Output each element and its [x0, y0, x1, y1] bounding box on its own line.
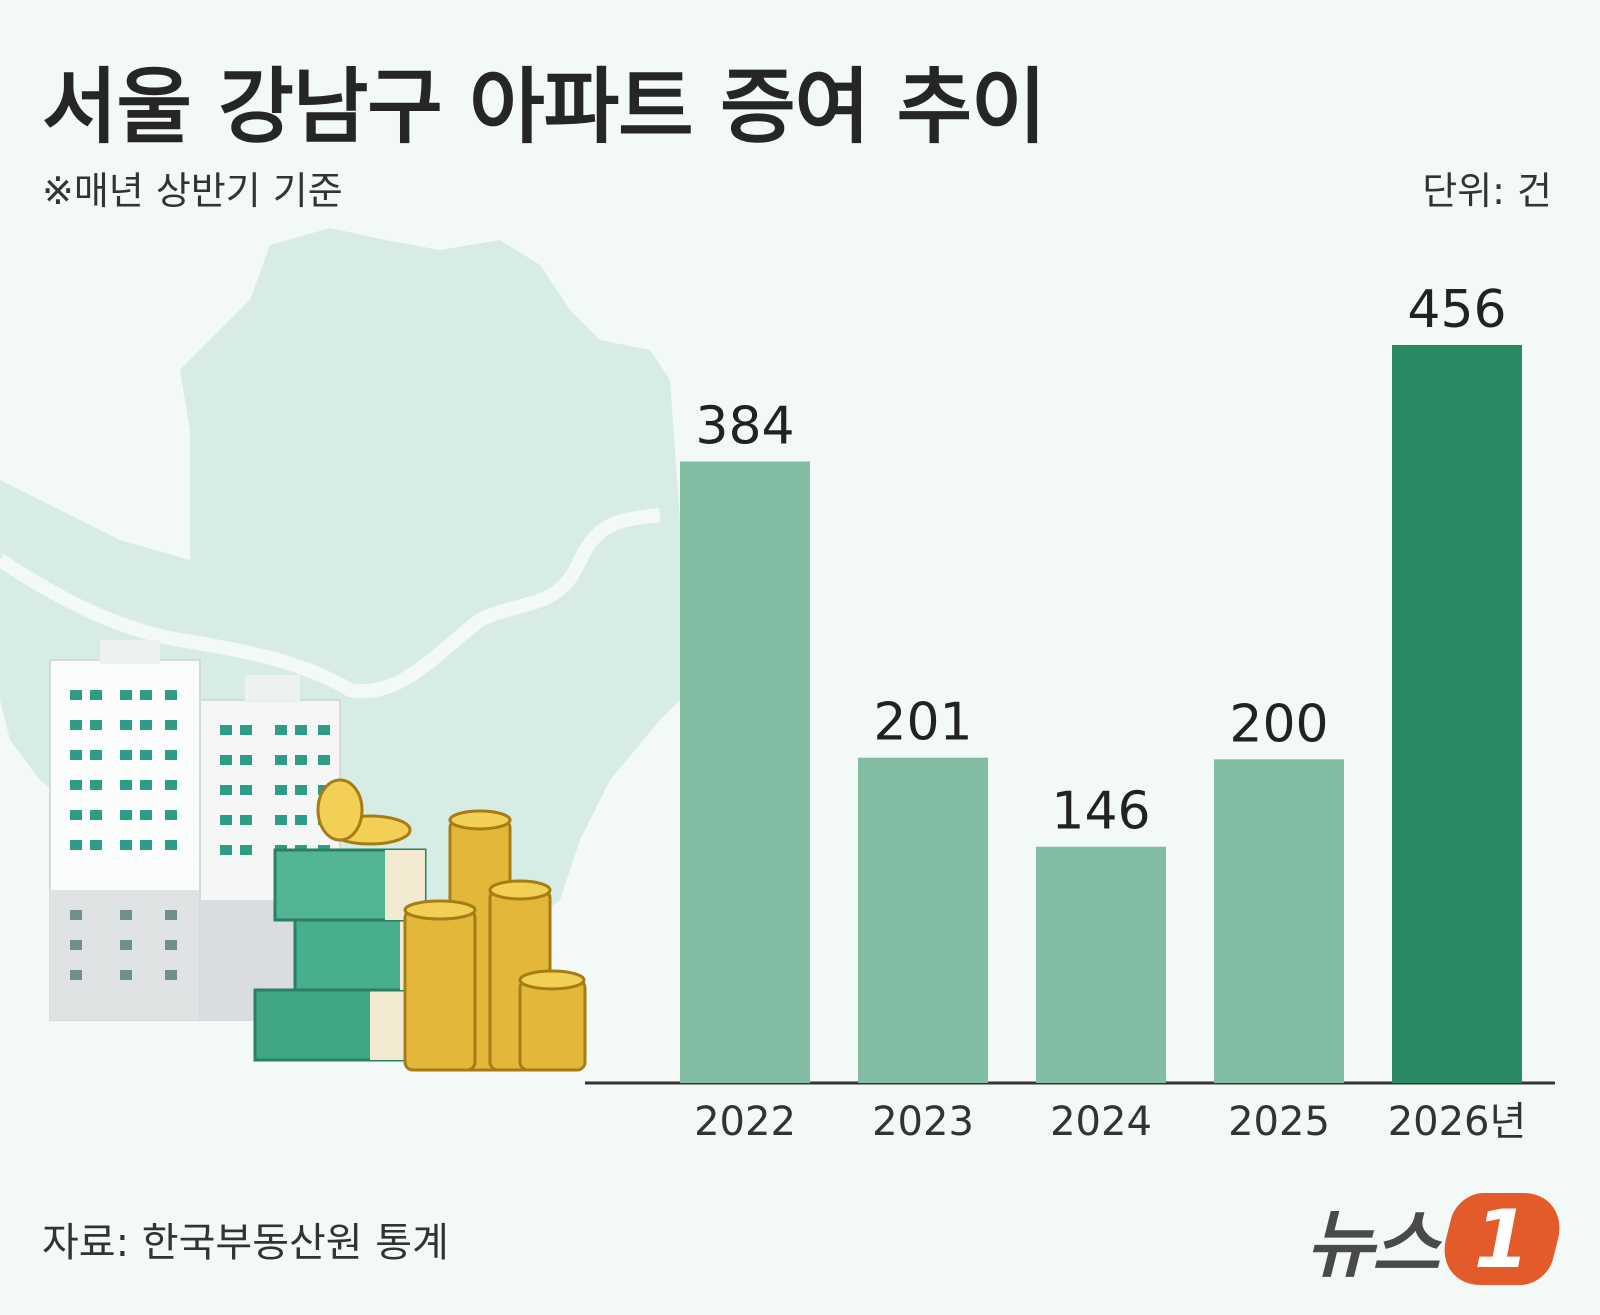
news1-logo: 뉴스 1: [1305, 1185, 1570, 1292]
apartment-building-icon: [49, 640, 341, 1021]
x-tick-label-2: 2024: [1050, 1099, 1152, 1145]
value-label-4: 456: [1407, 280, 1506, 340]
logo-text: 뉴스: [1305, 1202, 1440, 1288]
value-label-0: 384: [695, 397, 794, 457]
bars-group: [680, 345, 1522, 1083]
x-tick-label-3: 2025: [1228, 1099, 1330, 1145]
chart-title: 서울 강남구 아파트 증여 추이: [42, 60, 1046, 155]
bar-2: [1036, 846, 1166, 1083]
cash-stack-icon: [253, 848, 447, 1062]
source-note: 자료: 한국부동산원 통계: [42, 1220, 449, 1266]
value-label-3: 200: [1229, 694, 1328, 754]
chart-subtitle: ※매년 상반기 기준: [42, 169, 343, 213]
unit-label: 단위: 건: [1422, 169, 1552, 213]
value-labels-group: 384 201 146 200 456: [695, 280, 1506, 842]
apartment-money-illustration: [49, 640, 587, 1072]
logo-badge: 1: [1434, 1192, 1570, 1285]
value-label-1: 201: [873, 693, 972, 753]
bar-0: [680, 461, 810, 1083]
bar-4: [1392, 345, 1522, 1083]
bar-1: [858, 757, 988, 1083]
x-tick-labels-group: 2022 2023 2024 2025 2026년: [694, 1099, 1526, 1145]
logo-badge-number: 1: [1474, 1192, 1530, 1285]
x-tick-label-4: 2026년: [1388, 1099, 1527, 1145]
bar-3: [1214, 759, 1344, 1083]
x-tick-label-1: 2023: [872, 1099, 974, 1145]
gold-coins-icon: [316, 778, 587, 1072]
x-tick-label-0: 2022: [694, 1099, 796, 1145]
value-label-2: 146: [1051, 782, 1150, 842]
river-shape: [0, 508, 661, 699]
